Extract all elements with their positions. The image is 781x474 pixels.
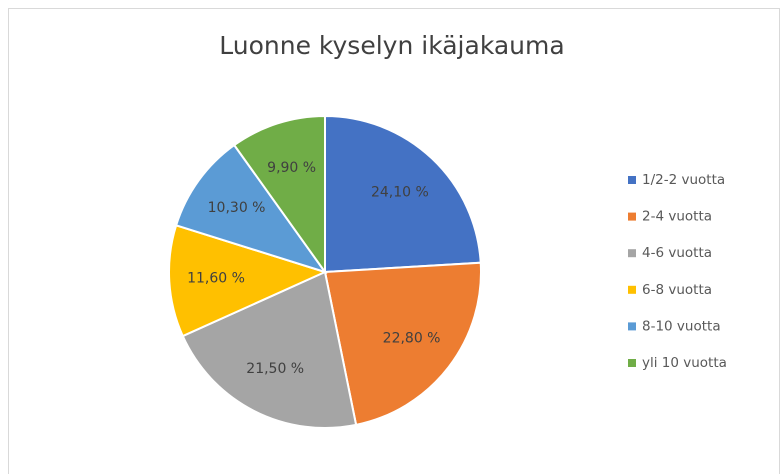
- legend-marker: [628, 176, 636, 184]
- legend-marker: [628, 285, 636, 294]
- data-label: 11,60 %: [187, 271, 245, 287]
- legend-label: 8-10 vuotta: [642, 318, 721, 334]
- legend-marker: [628, 212, 636, 221]
- data-label: 21,50 %: [246, 361, 304, 377]
- data-label: 9,90 %: [267, 160, 316, 176]
- legend-marker: [628, 359, 636, 367]
- legend-marker: [628, 322, 636, 331]
- pie-slice: [174, 143, 328, 274]
- legend-marker: [628, 249, 636, 258]
- pie-slice: [324, 114, 482, 274]
- pie-slice: [232, 114, 326, 276]
- pie-slice: [181, 270, 358, 429]
- chart-title: Luonne kyselyn ikäjakauma: [219, 31, 564, 60]
- data-label: 22,80 %: [383, 331, 441, 347]
- pie-slice: [168, 224, 328, 338]
- legend-label: 1/2-2 vuotta: [642, 172, 725, 188]
- legend-label: 2-4 vuotta: [642, 209, 712, 225]
- data-label: 10,30 %: [208, 200, 266, 216]
- legend-label: yli 10 vuotta: [642, 355, 727, 371]
- legend-label: 4-6 vuotta: [642, 245, 712, 261]
- legend-label: 6-8 vuotta: [642, 282, 712, 298]
- pie-slice: [323, 261, 482, 427]
- data-label: 24,10 %: [371, 185, 429, 201]
